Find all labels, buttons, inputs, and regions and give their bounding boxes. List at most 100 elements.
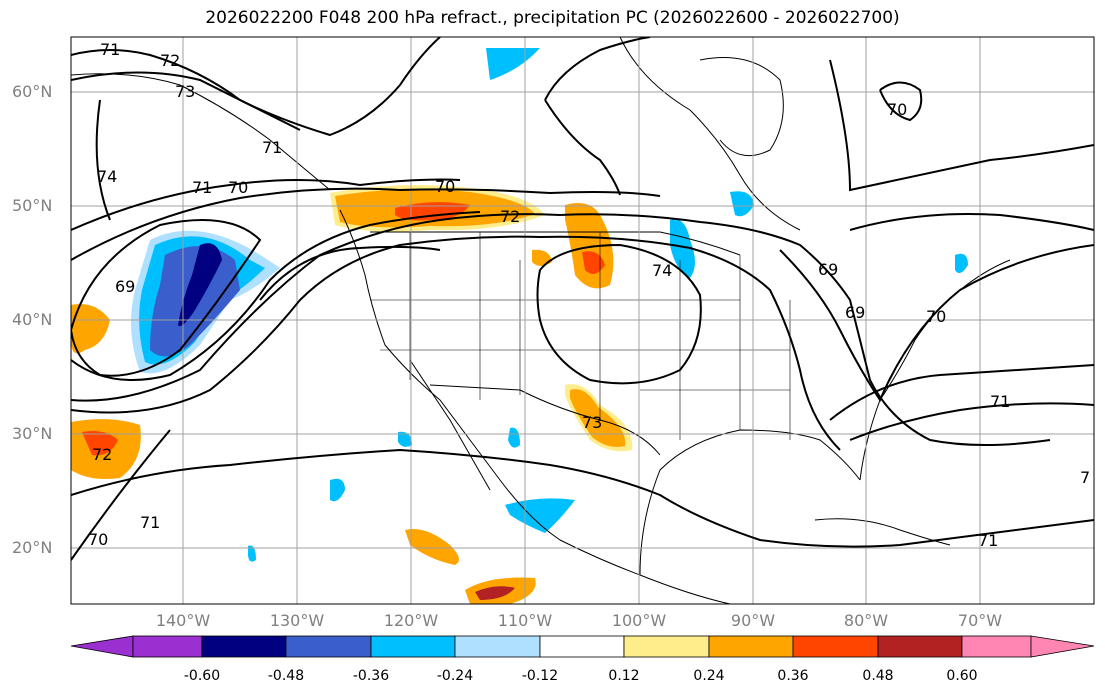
neg-anomaly-small-3 — [508, 427, 520, 448]
plot-title: 2026022200 F048 200 hPa refract., precip… — [205, 8, 900, 28]
pos-anomaly-pacific-east — [71, 304, 110, 354]
west-coast — [339, 209, 731, 604]
lat-label: 60°N — [12, 82, 53, 101]
lon-label: 70°W — [957, 611, 1003, 630]
lon-label: 80°W — [843, 611, 889, 630]
contour-label: 71 — [990, 392, 1010, 411]
contour-71-east — [829, 364, 1094, 421]
contour-label: 72 — [160, 51, 180, 70]
neg-anomaly-hudson — [730, 191, 754, 217]
colorbar-tick-label: -0.48 — [267, 668, 305, 684]
contour-label: 70 — [435, 177, 455, 196]
alaska-coast — [71, 73, 331, 191]
colorbar-tick-label: -0.36 — [352, 668, 390, 684]
colorbar-tick-label: 0.60 — [946, 668, 978, 684]
lat-label: 20°N — [12, 538, 53, 557]
colorbar-segment — [70, 635, 134, 658]
contour-label: 70 — [887, 100, 907, 119]
contour-label: 73 — [175, 82, 195, 101]
lon-label: 110°W — [497, 611, 553, 630]
contour-label: 73 — [582, 413, 602, 432]
gridlines — [71, 37, 1094, 604]
contour-label: 74 — [97, 167, 117, 186]
map-area: 71 72 73 74 71 70 69 70 72 74 73 72 71 7… — [71, 37, 1094, 604]
colorbar — [70, 635, 1095, 658]
canada-north — [619, 37, 801, 231]
colorbar-segment — [454, 635, 541, 658]
pos-anomaly-mexico-south-core — [475, 586, 515, 600]
contour-70-outer-loop — [71, 211, 481, 381]
colorbar-segment — [201, 635, 287, 658]
contour-71-south — [71, 448, 1094, 548]
lat-label: 50°N — [12, 196, 53, 215]
contour-72-east — [849, 402, 1094, 441]
contour-73 — [71, 235, 841, 451]
contour-label: 69 — [818, 260, 838, 279]
lon-label: 140°W — [155, 611, 211, 630]
contour-label: 70 — [228, 178, 248, 197]
east-coast — [859, 259, 1011, 481]
contour-72-main — [71, 213, 1051, 446]
contour-70-canada — [879, 81, 923, 122]
contour-70-east — [849, 213, 1094, 231]
colorbar-segment — [961, 635, 1032, 658]
contour-72-north — [71, 71, 301, 131]
contour-label: 71 — [100, 40, 120, 59]
refractivity-contours — [71, 37, 1094, 561]
colorbar-segment — [285, 635, 372, 658]
pos-anomaly-northwest-core — [395, 202, 470, 221]
neg-anomaly-alaska — [486, 48, 540, 80]
colorbar-segment — [370, 635, 456, 658]
neg-anomaly-mexico — [505, 498, 575, 533]
contour-label: 74 — [652, 261, 672, 280]
contour-label: 72 — [500, 207, 520, 226]
pos-anomaly-sw-mid — [570, 389, 626, 447]
contour-74-center — [536, 243, 702, 385]
colorbar-segment — [539, 635, 625, 658]
colorbar-segment — [792, 635, 879, 658]
pos-anomaly-baja — [405, 529, 459, 565]
contour-71-mid — [71, 178, 461, 231]
contour-label: 71 — [978, 531, 998, 550]
contour-label: 70 — [88, 530, 108, 549]
contour-label: 71 — [140, 513, 160, 532]
colorbar-tick-label: -0.12 — [521, 668, 559, 684]
contour-label: 70 — [926, 307, 946, 326]
contour-70-south — [71, 429, 171, 561]
contour-labels: 71 72 73 74 71 70 69 70 72 74 73 72 71 7… — [88, 40, 1090, 550]
colorbar-tick-label: 0.24 — [693, 668, 725, 684]
contour-label: 69 — [115, 277, 135, 296]
neg-anomaly-small-2 — [398, 431, 412, 447]
pos-anomaly-subtropic-core — [82, 431, 118, 456]
colorbar-tick-label: -0.24 — [436, 668, 474, 684]
contour-74-nw — [95, 99, 111, 221]
contour-70-mid — [71, 187, 661, 261]
baja-coast — [409, 359, 491, 491]
coastlines — [71, 37, 1011, 604]
lat-label: 40°N — [12, 310, 53, 329]
neg-anomaly-small-1 — [330, 478, 345, 502]
colorbar-segment — [623, 635, 710, 658]
colorbar-tick-label: 0.48 — [862, 668, 894, 684]
contour-label: 71 — [192, 178, 212, 197]
neg-anomaly-small-4 — [248, 545, 256, 562]
contour-label: 72 — [92, 445, 112, 464]
contour-label: 71 — [262, 138, 282, 157]
colorbar-segment — [132, 635, 203, 658]
colorbar-segment — [708, 635, 794, 658]
contour-74-west — [259, 245, 441, 301]
lon-label: 130°W — [269, 611, 325, 630]
gulf-coast — [639, 429, 861, 576]
colorbar-tick-label: 0.12 — [608, 668, 640, 684]
hudson-bay — [699, 57, 784, 157]
lon-label: 120°W — [383, 611, 439, 630]
neg-anomaly-lake — [670, 219, 695, 278]
contour-69-canada — [829, 59, 1094, 192]
contour-label: 69 — [845, 303, 865, 322]
precip-shading — [71, 48, 968, 604]
contour-69-east — [779, 244, 1094, 403]
lat-label: 30°N — [12, 424, 53, 443]
neg-anomaly-pacific-core — [178, 243, 222, 326]
pos-anomaly-plains-core — [582, 251, 605, 274]
